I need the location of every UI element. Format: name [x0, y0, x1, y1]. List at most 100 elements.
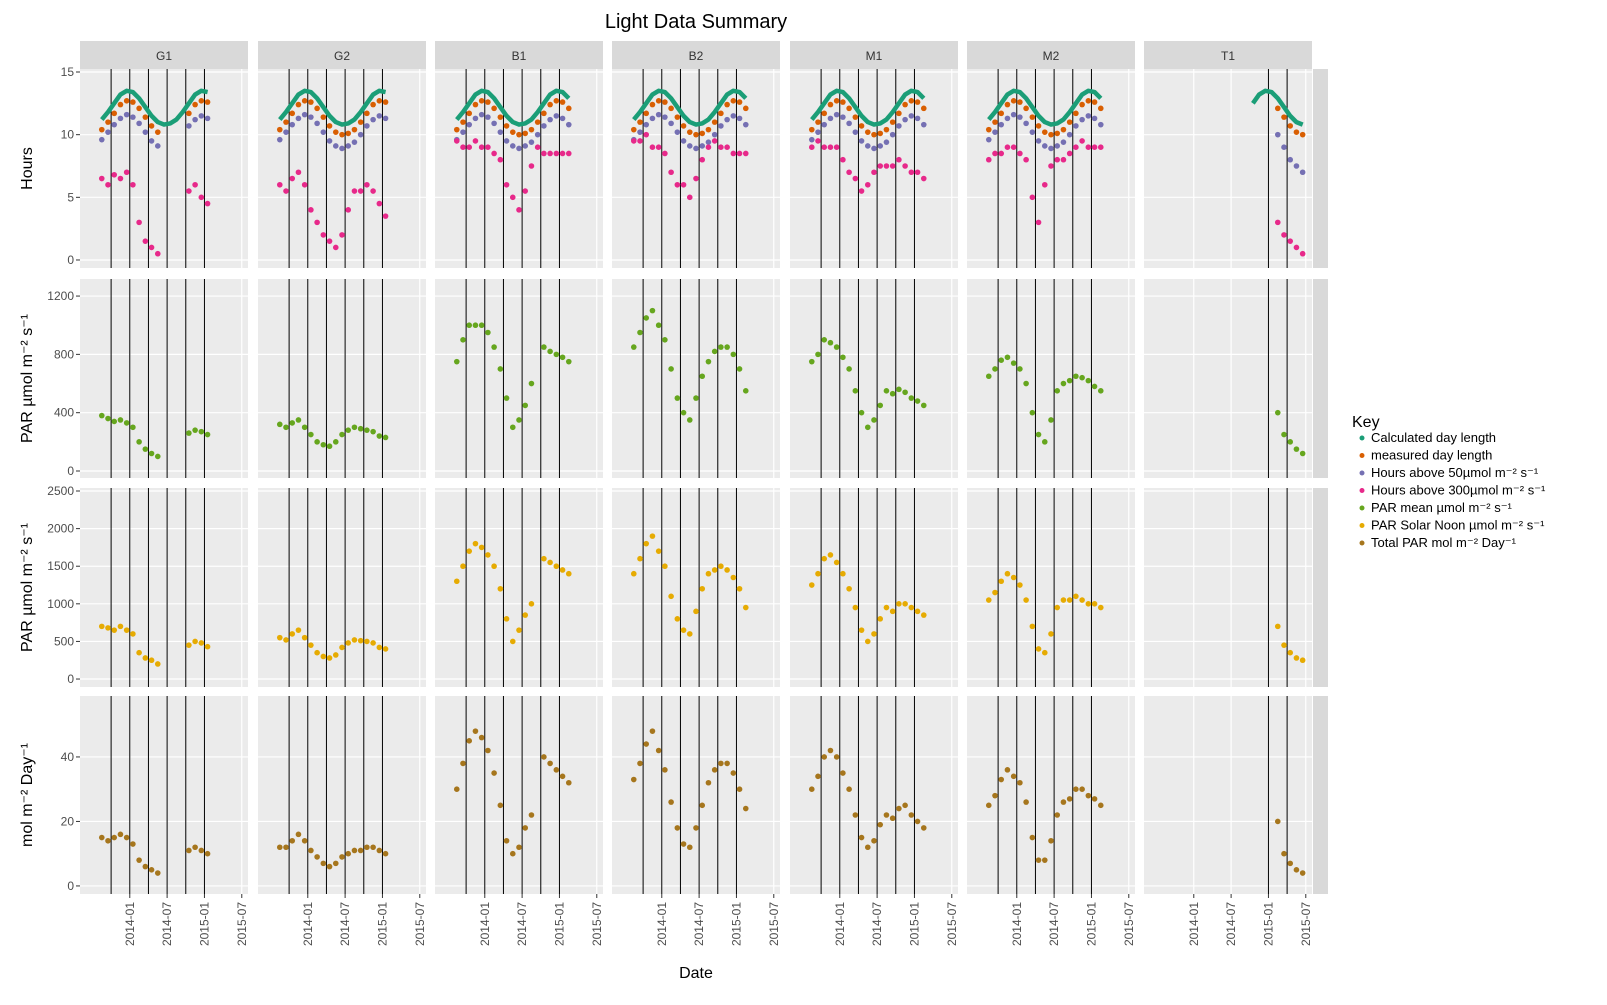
- data-point: [693, 395, 699, 401]
- data-point: [630, 776, 637, 783]
- data-point: [565, 105, 572, 112]
- data-point: [1097, 144, 1104, 150]
- x-tick-label: 2015-01: [729, 902, 743, 946]
- data-point: [718, 760, 724, 767]
- data-point: [871, 131, 877, 138]
- data-point: [522, 143, 529, 149]
- data-point: [198, 640, 205, 646]
- data-point: [1066, 119, 1073, 125]
- y-tick-label: 15: [61, 65, 75, 79]
- chart-title: Light Data Summary: [605, 11, 787, 33]
- legend-marker: [1359, 470, 1365, 476]
- data-point: [314, 219, 320, 226]
- data-point: [301, 181, 308, 188]
- x-tick-label: 2015-01: [1084, 902, 1098, 946]
- data-point: [326, 863, 333, 870]
- data-point: [314, 120, 320, 127]
- data-point: [326, 443, 333, 450]
- data-point: [320, 114, 327, 120]
- facet-label: G1: [156, 49, 172, 63]
- data-point: [198, 428, 205, 435]
- data-point: [295, 115, 302, 122]
- data-point: [1017, 150, 1023, 157]
- data-point: [637, 138, 643, 144]
- data-point: [864, 143, 871, 149]
- data-point: [718, 123, 724, 129]
- data-point: [1281, 114, 1287, 120]
- data-line: [632, 88, 748, 127]
- legend-label: Total PAR mol m⁻² Day⁻¹: [1371, 535, 1517, 550]
- data-point: [668, 120, 674, 127]
- x-tick-label: 2015-01: [197, 902, 211, 946]
- data-point: [339, 854, 345, 860]
- data-point: [1293, 129, 1300, 135]
- data-point: [1048, 131, 1054, 138]
- data-point: [871, 145, 877, 152]
- panel-background: [80, 279, 248, 478]
- data-point: [460, 144, 466, 150]
- data-point: [1010, 360, 1017, 366]
- data-point: [136, 120, 142, 127]
- data-point: [662, 114, 668, 120]
- panel-background: [435, 279, 603, 478]
- x-tick-label: 2015-01: [375, 902, 389, 946]
- data-point: [896, 386, 902, 393]
- data-point: [528, 139, 535, 145]
- data-point: [736, 786, 743, 792]
- data-point: [186, 430, 192, 436]
- data-point: [204, 431, 211, 438]
- data-point: [357, 637, 364, 644]
- data-point: [711, 138, 718, 144]
- data-point: [846, 105, 852, 112]
- data-point: [117, 175, 124, 182]
- data-point: [985, 136, 992, 143]
- data-point: [509, 424, 516, 431]
- panel-background: [967, 279, 1135, 478]
- panel-background: [258, 279, 426, 478]
- data-point: [1293, 655, 1300, 661]
- panel-background: [1144, 279, 1312, 478]
- data-point: [485, 329, 491, 336]
- data-point: [1041, 129, 1048, 135]
- data-point: [914, 398, 921, 404]
- data-point: [1079, 597, 1085, 603]
- data-point: [736, 366, 743, 372]
- data-point: [815, 773, 821, 780]
- data-point: [1029, 129, 1036, 135]
- y-tick-label: 800: [54, 347, 74, 361]
- data-point: [339, 232, 345, 238]
- legend-marker: [1359, 488, 1365, 493]
- data-point: [553, 767, 560, 773]
- data-point: [497, 129, 504, 135]
- data-point: [711, 119, 718, 125]
- data-point: [686, 194, 693, 201]
- data-point: [1066, 597, 1073, 603]
- data-point: [680, 409, 687, 416]
- data-point: [289, 837, 296, 844]
- data-point: [192, 101, 198, 108]
- data-point: [522, 130, 529, 137]
- data-point: [516, 145, 522, 152]
- data-point: [283, 119, 289, 125]
- data-point: [1004, 115, 1011, 122]
- data-point: [1299, 870, 1306, 876]
- data-point: [130, 181, 136, 188]
- data-point: [686, 143, 693, 149]
- data-point: [637, 329, 643, 336]
- data-point: [630, 138, 637, 144]
- x-tick-label: 2015-01: [1261, 902, 1275, 946]
- data-point: [718, 344, 724, 350]
- data-point: [902, 163, 908, 169]
- data-point: [547, 559, 553, 566]
- data-point: [528, 812, 535, 818]
- data-point: [914, 608, 921, 615]
- data-point: [858, 409, 865, 416]
- data-point: [111, 627, 118, 633]
- data-point: [198, 98, 205, 104]
- data-point: [1035, 138, 1042, 144]
- facet-strip: [1144, 41, 1312, 69]
- data-point: [148, 138, 155, 144]
- data-point: [914, 818, 921, 825]
- data-point: [98, 126, 105, 133]
- data-point: [117, 101, 124, 108]
